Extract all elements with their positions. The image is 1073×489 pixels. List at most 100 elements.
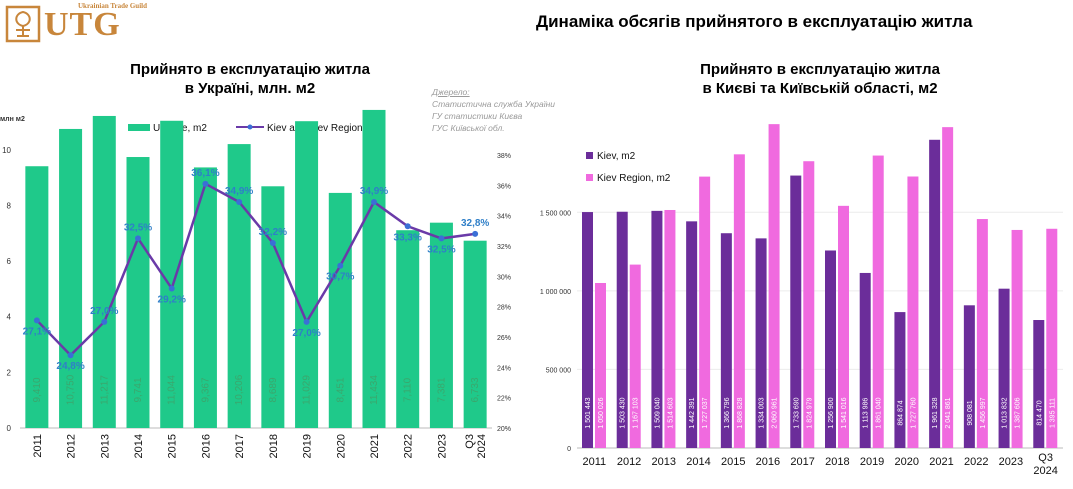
y-tick-label: 4 [7, 313, 12, 322]
bar-kiev-region [942, 127, 954, 448]
x-tick-label: 2012 [66, 434, 78, 458]
bar-ukraine [261, 186, 285, 428]
kiev-share-label: 29,2% [158, 294, 186, 305]
bar-value-label: 1 727 037 [702, 397, 709, 428]
bar-value-label: 1 961 328 [932, 397, 939, 428]
x-tick-label: 2021 [369, 434, 381, 458]
bar-value-label: 1 334 003 [759, 397, 766, 428]
bar-value-label: 1 868 828 [737, 397, 744, 428]
right-chart-title-line1: Прийнято в експлуатацію житла [700, 61, 940, 78]
y-axis-label: млн м2 [0, 116, 25, 123]
y-tick-label: 8 [7, 201, 12, 210]
kiev-share-line [35, 182, 476, 357]
bar-value-label: 864 874 [897, 400, 904, 425]
bar-kiev-region [1046, 228, 1058, 448]
legend-marker-kiev [247, 124, 253, 130]
utg-emblem-icon [5, 5, 41, 43]
bar-ukraine [396, 230, 420, 428]
legend-label-kiev-region: Kiev Region, m2 [597, 173, 671, 184]
kiev-share-label: 34,9% [225, 186, 253, 197]
kiev-share-point [67, 352, 74, 359]
legend-label-kiev-share: Kiev and Kiev Region, % [267, 123, 377, 134]
bar-ukraine [463, 240, 487, 428]
x-tick-label: 2011 [583, 456, 607, 468]
bar-kiev [859, 272, 871, 448]
kiev-share-label: 32,5% [124, 222, 152, 233]
page-title: Динаміка обсягів прийнятого в експлуатац… [536, 12, 973, 31]
legend-label-kiev: Kiev, m2 [597, 151, 636, 162]
kiev-share-label: 32,5% [427, 244, 455, 255]
bar-value-label: 2 060 961 [772, 397, 779, 428]
bar-value-label: 10,750 [66, 374, 77, 405]
bar-value-label: 8,689 [268, 377, 279, 402]
bar-ukraine [362, 109, 386, 428]
bar-kiev-region [1011, 229, 1023, 448]
source-line: Статистична служба України [432, 99, 555, 109]
bar-ukraine [328, 192, 352, 428]
x-tick-label: 2022 [964, 456, 988, 468]
x-tick-label: 2018 [268, 434, 280, 458]
bar-value-label: 1 387 606 [1015, 397, 1022, 428]
bar-kiev [894, 312, 906, 448]
bar-kiev-region [838, 205, 849, 448]
bar-value-label: 11,044 [167, 375, 178, 405]
y2-tick-label: 34% [497, 214, 511, 221]
bar-value-label: 1 861 040 [876, 397, 883, 428]
bar-value-label: 1 013 832 [1002, 397, 1009, 428]
legend-swatch-ukraine [128, 124, 150, 131]
y2-tick-label: 22% [497, 396, 511, 403]
x-tick-label: 2011 [32, 434, 44, 458]
y2-tick-label: 20% [497, 426, 511, 433]
bar-value-label: 9,367 [200, 377, 211, 402]
bar-ukraine [295, 121, 319, 429]
y-tick-label: 1 500 000 [540, 210, 571, 217]
bar-kiev [790, 175, 802, 449]
bar-kiev-region [803, 161, 815, 448]
x-tick-label: 2016 [200, 434, 212, 458]
y2-tick-label: 28% [497, 305, 511, 312]
kiev-share-label: 27,0% [292, 328, 320, 339]
bar-value-label: 9,741 [133, 377, 144, 402]
bar-ukraine [193, 167, 217, 428]
legend-swatch-kiev [586, 152, 593, 159]
kiev-share-label: 32,2% [259, 227, 287, 238]
kiev-share-point [202, 180, 209, 187]
bar-value-label: 1 395 111 [1049, 398, 1056, 428]
source-heading: Джерело: [432, 87, 470, 97]
y-tick-label: 500 000 [546, 367, 571, 374]
bar-kiev [616, 211, 628, 448]
bar-kiev-region [768, 124, 780, 448]
bar-ukraine [126, 157, 150, 429]
x-tick-label: 2012 [617, 456, 641, 468]
x-tick-label: 2015 [721, 456, 745, 468]
y2-tick-label: 36% [497, 183, 511, 190]
kiev-share-point [404, 223, 411, 230]
kiev-share-point [438, 235, 445, 242]
bar-kiev-region [699, 176, 711, 449]
x-tick-label: 2022 [403, 434, 415, 458]
bar-value-label: 1 824 979 [806, 397, 813, 428]
kiev-share-point [101, 318, 108, 325]
bar-kiev-region [976, 219, 988, 448]
y2-tick-label: 30% [497, 274, 511, 281]
bar-value-label: 9,410 [32, 377, 43, 402]
x-tick-label: 2016 [756, 456, 780, 468]
y-tick-label: 0 [567, 446, 571, 453]
x-tick-label: 2024 [476, 434, 488, 458]
x-tick-label: 2017 [234, 434, 246, 458]
bar-value-label: 1 501 443 [585, 397, 592, 428]
bar-value-label: 1 541 016 [841, 397, 848, 428]
y2-tick-label: 24% [497, 365, 511, 372]
bar-value-label: 11,217 [99, 375, 110, 405]
bar-value-label: 11,029 [302, 375, 313, 405]
bar-ukraine [59, 128, 83, 429]
bar-ukraine [429, 222, 453, 428]
bar-kiev-region [629, 264, 641, 448]
bar-value-label: 7,110 [403, 377, 414, 402]
bar-ukraine [160, 120, 184, 428]
bar-value-label: 11,434 [369, 375, 380, 405]
bar-value-label: 10,206 [234, 374, 245, 405]
bar-value-label: 1 113 986 [863, 398, 870, 429]
